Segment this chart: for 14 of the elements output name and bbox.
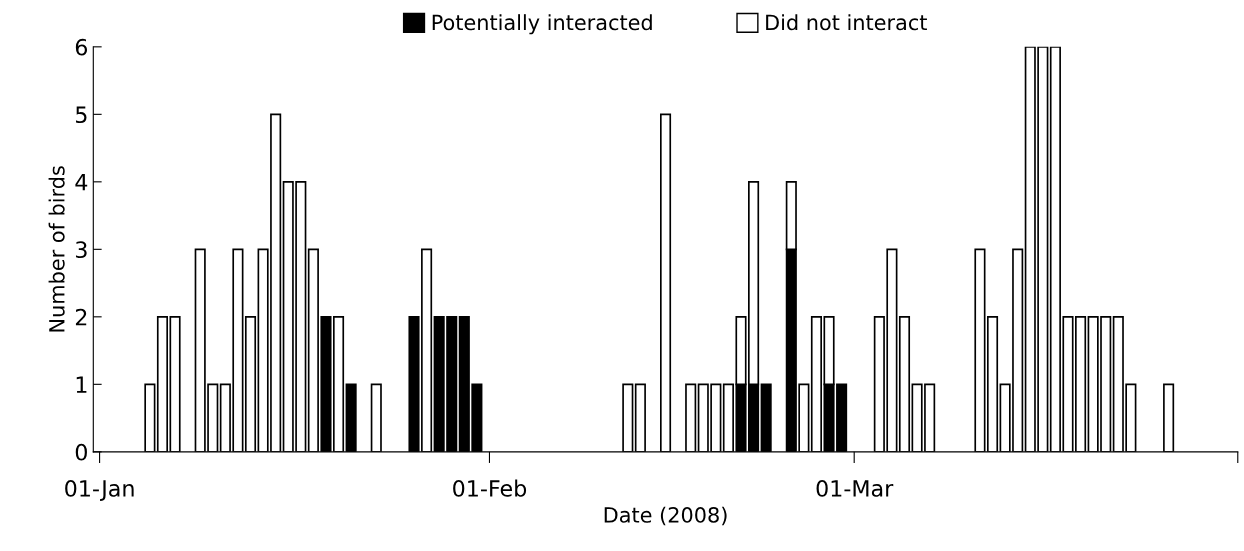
x-axis-title: Date (2008) bbox=[604, 506, 727, 526]
legend-label: Did not interact bbox=[766, 14, 927, 31]
y-tick-label: 0 bbox=[75, 443, 87, 461]
y-tick-label: 2 bbox=[75, 308, 87, 326]
x-tick-label: 01-Feb bbox=[453, 479, 527, 497]
y-tick-label: 5 bbox=[76, 106, 87, 124]
y-tick-label: 3 bbox=[75, 241, 87, 259]
y-tick-label: 6 bbox=[75, 38, 88, 56]
x-tick-label: 01-Mar bbox=[816, 479, 894, 497]
y-axis-title: Number of birds bbox=[48, 166, 65, 332]
y-tick-label: 4 bbox=[75, 174, 88, 191]
legend-label: Potentially interacted bbox=[432, 14, 652, 35]
y-tick-label: 1 bbox=[76, 376, 87, 393]
x-tick-label: 01-Jan bbox=[65, 479, 134, 501]
